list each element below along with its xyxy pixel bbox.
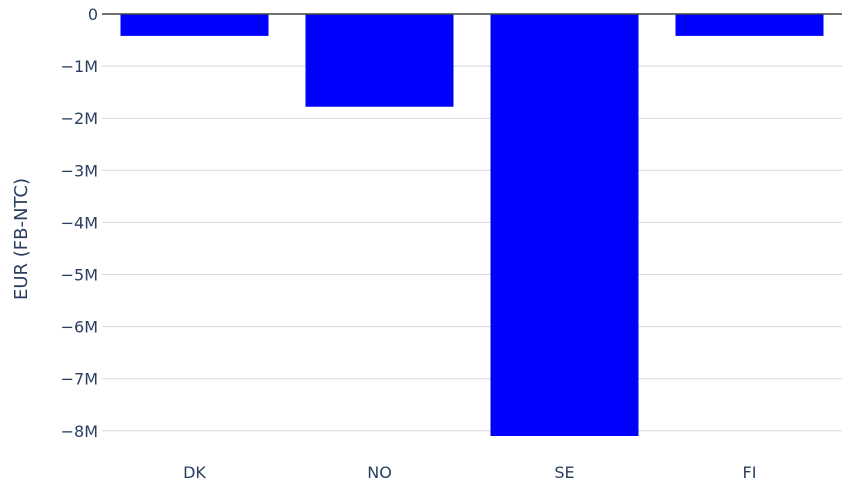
x-axis-ticks: DK NO SE FI bbox=[183, 463, 756, 482]
y-tick-label: −5M bbox=[61, 265, 98, 284]
bar-no bbox=[305, 14, 454, 107]
y-tick-label: 0 bbox=[88, 5, 98, 24]
grid-lines bbox=[102, 65, 842, 432]
bar-dk bbox=[120, 14, 269, 36]
bars bbox=[120, 14, 824, 436]
y-tick-label: −1M bbox=[61, 57, 98, 76]
y-tick-label: −3M bbox=[61, 161, 98, 180]
x-tick-label: DK bbox=[183, 463, 206, 482]
x-tick-label: FI bbox=[743, 463, 757, 482]
x-tick-label: SE bbox=[554, 463, 574, 482]
y-tick-label: −2M bbox=[61, 109, 98, 128]
y-tick-label: −7M bbox=[61, 370, 98, 389]
y-tick-label: −6M bbox=[61, 318, 98, 337]
x-tick-label: NO bbox=[367, 463, 392, 482]
bar-se bbox=[490, 14, 639, 436]
y-axis-title: EUR (FB-NTC) bbox=[11, 178, 32, 300]
y-axis-ticks: 0 −1M −2M −3M −4M −5M −6M −7M −8M bbox=[61, 5, 98, 441]
y-tick-label: −4M bbox=[61, 213, 98, 232]
bar-fi bbox=[675, 14, 824, 36]
y-tick-label: −8M bbox=[61, 422, 98, 441]
